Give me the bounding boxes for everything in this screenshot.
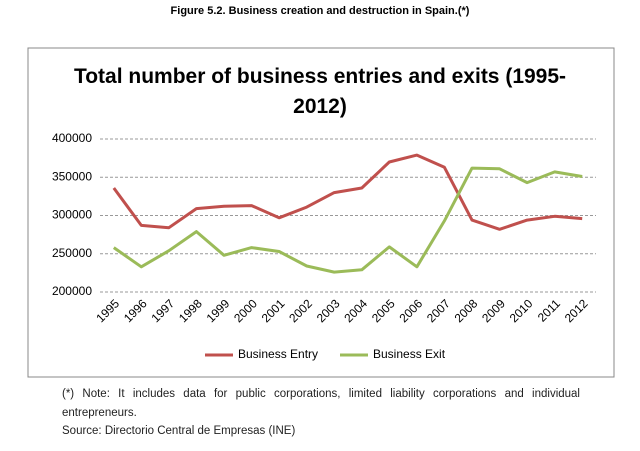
x-tick-label: 1996 xyxy=(121,296,150,325)
x-tick-label: 2011 xyxy=(535,296,563,324)
y-tick-label: 300000 xyxy=(52,208,92,222)
x-tick-label: 2007 xyxy=(424,296,453,325)
x-tick-label: 2001 xyxy=(259,296,288,325)
x-tick-label: 1999 xyxy=(204,296,233,325)
x-tick-label: 2010 xyxy=(507,296,536,325)
legend-label: Business Entry xyxy=(238,347,318,361)
x-tick-label: 2004 xyxy=(341,296,370,325)
y-tick-label: 200000 xyxy=(52,284,92,298)
line-series xyxy=(112,166,583,274)
x-tick-label: 1995 xyxy=(93,296,122,325)
x-tick-label: 2003 xyxy=(314,296,343,325)
figure-title: Figure 5.2. Business creation and destru… xyxy=(170,5,470,17)
x-tick-label: 2002 xyxy=(286,296,315,325)
chart: 2000002500003000003500004000001995199619… xyxy=(27,47,615,378)
legend-label: Business Exit xyxy=(373,347,446,361)
x-tick-label: 2009 xyxy=(479,296,508,325)
note: (*) Note: It includes data for public co… xyxy=(62,388,580,419)
line-series xyxy=(112,153,583,231)
y-tick-label: 400000 xyxy=(52,131,92,145)
x-tick-label: 2006 xyxy=(396,296,425,325)
source: Source: Directorio Central de Empresas (… xyxy=(62,425,296,437)
x-tick-label: 1998 xyxy=(176,296,205,325)
x-tick-label: 2005 xyxy=(369,296,398,325)
y-tick-label: 350000 xyxy=(52,169,92,183)
x-tick-label: 2008 xyxy=(452,296,481,325)
x-tick-label: 2000 xyxy=(231,296,260,325)
y-tick-label: 250000 xyxy=(52,246,92,260)
chart-title: Total number of business entries and exi… xyxy=(73,65,567,118)
x-tick-label: 1997 xyxy=(148,296,177,325)
x-tick-label: 2012 xyxy=(562,296,591,325)
chart-border xyxy=(27,47,615,378)
